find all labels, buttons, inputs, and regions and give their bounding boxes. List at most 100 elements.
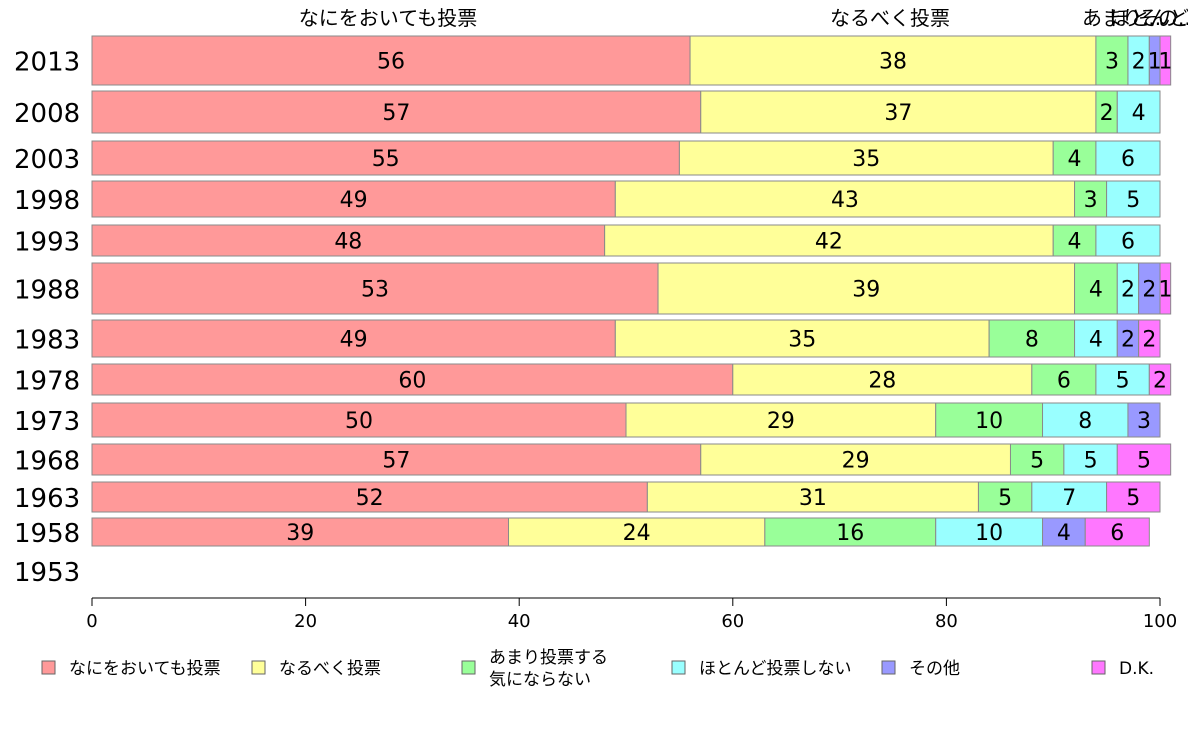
year-label: 1978 (14, 367, 80, 397)
bar-value-label: 49 (340, 188, 368, 213)
bar-value-label: 5 (998, 486, 1012, 511)
legend-swatch (671, 660, 686, 675)
bar-value-label: 8 (1025, 328, 1039, 353)
year-label: 2003 (14, 145, 80, 175)
year-label: 1963 (14, 484, 80, 514)
legend-label: あまり投票する (489, 648, 608, 668)
bar-segment (657, 262, 1076, 315)
bar-segment (1159, 262, 1172, 315)
year-label: 2008 (14, 99, 80, 129)
top-series-label: ほとんど... (1110, 6, 1188, 30)
bar-segment (1074, 319, 1118, 358)
bar-value-label: 5 (1126, 486, 1140, 511)
bar-segment (508, 517, 766, 547)
top-series-label: その... (1138, 6, 1188, 30)
year-label: 1983 (14, 326, 80, 356)
bar-segment (91, 363, 734, 396)
year-label: 1973 (14, 407, 80, 437)
bar-value-label: 1 (1158, 50, 1172, 75)
bar-value-label: 5 (1116, 369, 1130, 394)
bar-segment (1106, 180, 1161, 218)
bar-value-label: 48 (334, 230, 362, 255)
bar-value-label: 37 (884, 101, 912, 126)
bar-value-label: 7 (1062, 486, 1076, 511)
x-tick-label: 40 (508, 611, 531, 632)
bar-value-label: 10 (975, 409, 1003, 434)
bar-segment (91, 481, 648, 513)
bar-value-label: 2 (1121, 278, 1135, 303)
bar-value-label: 4 (1089, 278, 1103, 303)
bar-segment (1159, 35, 1172, 86)
legend-swatch (461, 660, 476, 675)
top-series-label: なにをおいても投票 (299, 6, 477, 30)
year-label: 1988 (14, 276, 80, 306)
bar-value-label: 35 (852, 147, 880, 172)
x-tick-label: 0 (86, 611, 97, 632)
bar-value-label: 31 (799, 486, 827, 511)
top-series-label: なるべく投票 (830, 6, 950, 30)
bar-segment (1116, 90, 1161, 134)
bar-segment (700, 90, 1097, 134)
bar-value-label: 2 (1100, 101, 1114, 126)
bar-segment (935, 402, 1044, 438)
bar-value-label: 29 (767, 409, 795, 434)
bar-value-label: 57 (382, 449, 410, 474)
bar-segment (91, 262, 659, 315)
bar-value-label: 24 (623, 521, 651, 546)
bar-segment (678, 140, 1054, 176)
bar-value-label: 6 (1121, 147, 1135, 172)
bar-segment (1084, 517, 1150, 547)
bar-segment (1138, 319, 1161, 358)
bar-value-label: 3 (1137, 409, 1151, 434)
bar-value-label: 28 (868, 369, 896, 394)
bar-value-label: 5 (1137, 449, 1151, 474)
bar-segment (1095, 224, 1161, 257)
bar-segment (1031, 363, 1097, 396)
bar-segment (91, 224, 606, 257)
bar-value-label: 52 (356, 486, 384, 511)
bar-value-label: 29 (842, 449, 870, 474)
bar-value-label: 2 (1142, 328, 1156, 353)
bar-segment (646, 481, 979, 513)
bar-segment (988, 319, 1076, 358)
bar-segment (1031, 481, 1108, 513)
bar-value-label: 39 (286, 521, 314, 546)
bar-segment (91, 140, 680, 176)
legend-swatch (251, 660, 266, 675)
bar-segment (91, 443, 702, 476)
year-label: 1958 (14, 519, 80, 549)
legend-label: D.K. (1119, 659, 1154, 679)
bar-value-label: 53 (361, 278, 389, 303)
bar-value-label: 50 (345, 409, 373, 434)
bar-segment (700, 443, 1011, 476)
x-tick-label: 100 (1143, 611, 1177, 632)
bar-value-label: 42 (815, 230, 843, 255)
bar-segment (91, 402, 627, 438)
bar-value-label: 2 (1121, 328, 1135, 353)
bar-segment (1042, 517, 1086, 547)
x-tick-label: 20 (294, 611, 317, 632)
bar-value-label: 4 (1068, 230, 1082, 255)
bar-value-label: 3 (1105, 50, 1119, 75)
bar-value-label: 5 (1126, 188, 1140, 213)
bar-value-label: 43 (831, 188, 859, 213)
bar-segment (1042, 402, 1129, 438)
bar-value-label: 8 (1078, 409, 1092, 434)
x-tick-label: 80 (935, 611, 958, 632)
bar-value-label: 2 (1153, 369, 1167, 394)
bar-value-label: 35 (788, 328, 816, 353)
year-label: 1968 (14, 447, 80, 477)
bar-value-label: 10 (975, 521, 1003, 546)
x-tick-label: 60 (721, 611, 744, 632)
bar-segment (91, 35, 691, 86)
bar-value-label: 4 (1132, 101, 1146, 126)
legend-swatch (1091, 660, 1106, 675)
bar-value-label: 57 (382, 101, 410, 126)
bar-segment (732, 363, 1033, 396)
legend-swatch (881, 660, 896, 675)
bar-segment (1116, 443, 1172, 476)
year-label: 1993 (14, 228, 80, 258)
bar-segment (1009, 443, 1065, 476)
